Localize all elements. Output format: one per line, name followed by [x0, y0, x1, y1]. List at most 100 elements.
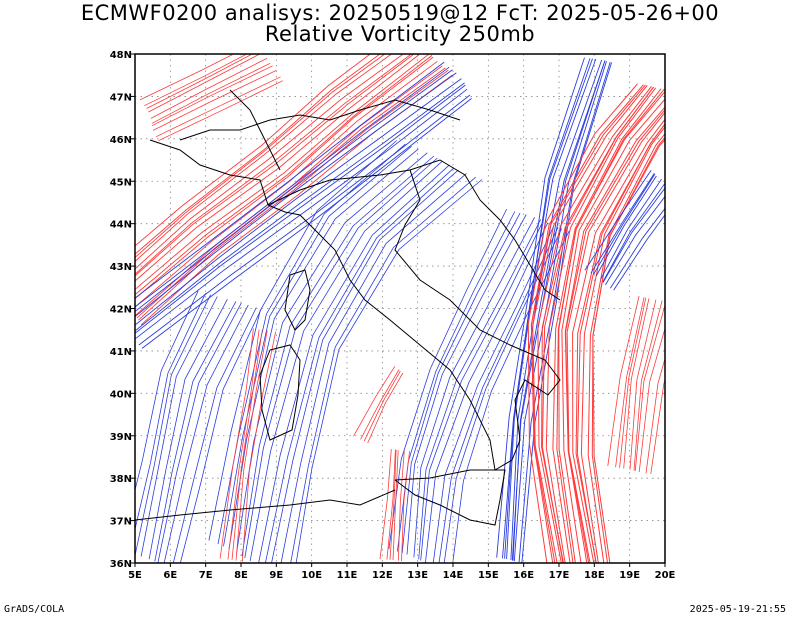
negative-vorticity-contour [223, 145, 412, 547]
lon-tick-label: 11E [337, 570, 358, 581]
negative-vorticity-contour [140, 296, 218, 557]
positive-vorticity-contour [619, 297, 647, 468]
lat-tick-label: 41N [110, 347, 132, 358]
positive-vorticity-contour [530, 84, 644, 563]
positive-vorticity-contour [367, 372, 404, 444]
positive-vorticity-contour [139, 54, 235, 101]
lat-tick-label: 39N [110, 432, 132, 443]
lat-tick-label: 46N [110, 135, 132, 146]
software-credit: GrADS/COLA [4, 604, 65, 615]
coastline-path [284, 269, 311, 331]
negative-vorticity-contour [513, 61, 607, 562]
negative-vorticity-contour [452, 230, 570, 563]
positive-vorticity-contour [392, 450, 399, 561]
positive-vorticity-contour [645, 357, 665, 474]
negative-vorticity-contour [602, 182, 665, 282]
positive-vorticity-contour [532, 84, 648, 563]
negative-vorticity-contour [163, 304, 249, 563]
negative-vorticity-contour [584, 169, 652, 271]
negative-vorticity-contour [271, 169, 459, 563]
lon-tick-label: 14E [443, 570, 464, 581]
positive-vorticity-contour [138, 69, 449, 321]
positive-vorticity-contour [135, 54, 381, 255]
negative-vorticity-contour [605, 195, 665, 286]
negative-vorticity-contour [613, 214, 665, 291]
negative-vorticity-contour [264, 167, 455, 563]
negative-vorticity-contour [135, 294, 211, 555]
lat-tick-label: 43N [110, 262, 132, 273]
negative-vorticity-contour [401, 212, 521, 553]
negative-vorticity-contour [413, 217, 535, 558]
longitude-axis: 5E 6E 7E 8E 9E 10E 11E 12E 13E 14E 15E 16E 17E 18E 19E… [128, 563, 676, 581]
vorticity-contours [135, 54, 665, 563]
positive-vorticity-contour [638, 326, 665, 473]
negative-vorticity-contour [602, 187, 665, 283]
positive-vorticity-contour [545, 87, 657, 563]
positive-vorticity-contour [623, 298, 650, 469]
positive-vorticity-contour [634, 303, 665, 472]
coastline-path [409, 159, 561, 301]
positive-vorticity-contour [566, 111, 665, 563]
lon-tick-label: 9E [269, 570, 283, 581]
lat-tick-label: 37N [110, 517, 132, 528]
negative-vorticity-contour [135, 82, 465, 332]
lat-lon-grid [135, 54, 665, 563]
coastline-path [259, 344, 301, 441]
coastline-path [149, 139, 269, 206]
negative-vorticity-contour [388, 208, 508, 550]
negative-vorticity-contour [425, 222, 549, 563]
lon-tick-label: 18E [584, 570, 605, 581]
lon-tick-label: 7E [199, 570, 213, 581]
positive-vorticity-contour [135, 55, 433, 296]
negative-vorticity-contour [590, 172, 655, 274]
negative-vorticity-contour [135, 66, 450, 308]
lat-tick-label: 44N [110, 220, 132, 231]
lat-tick-label: 47N [110, 92, 132, 103]
negative-vorticity-contour [135, 69, 453, 313]
negative-vorticity-contour [280, 173, 467, 563]
positive-vorticity-contour [231, 329, 263, 560]
negative-vorticity-contour [135, 88, 468, 340]
positive-vorticity-contour [235, 330, 268, 561]
lon-tick-label: 8E [234, 570, 248, 581]
positive-vorticity-contour [360, 369, 400, 440]
negative-vorticity-contour [510, 59, 603, 560]
positive-vorticity-contour [152, 70, 277, 131]
positive-vorticity-contour [136, 67, 446, 319]
positive-vorticity-contour [580, 126, 665, 563]
coastline-borders [135, 89, 561, 526]
positive-vorticity-contour [140, 74, 453, 326]
negative-vorticity-contour [172, 307, 257, 563]
positive-vorticity-contour [353, 366, 396, 437]
lon-tick-label: 16E [513, 570, 534, 581]
positive-vorticity-contour [564, 106, 665, 563]
positive-vorticity-contour [135, 54, 405, 270]
positive-vorticity-contour [155, 76, 281, 138]
positive-vorticity-contour [561, 98, 665, 563]
positive-vorticity-contour [363, 370, 401, 442]
negative-vorticity-contour [595, 175, 657, 277]
positive-vorticity-contour [541, 86, 654, 563]
positive-vorticity-contour [241, 331, 277, 562]
positive-vorticity-contour [135, 54, 393, 263]
latitude-axis: 36N 37N 38N 39N 40N 41N 42N 43N 44N 45N 46N 47N 48N [110, 50, 135, 570]
lat-tick-label: 48N [110, 50, 132, 61]
positive-vorticity-contour [150, 58, 267, 119]
negative-vorticity-contour [406, 214, 527, 555]
positive-vorticity-contour [135, 56, 434, 300]
lat-tick-label: 42N [110, 305, 132, 316]
positive-vorticity-contour [135, 54, 386, 259]
positive-vorticity-contour [401, 450, 410, 562]
positive-vorticity-contour [572, 118, 665, 563]
positive-vorticity-contour [151, 62, 271, 124]
negative-vorticity-contour [135, 72, 457, 318]
positive-vorticity-contour [144, 54, 248, 107]
negative-vorticity-contour [138, 94, 471, 346]
lon-tick-label: 10E [301, 570, 322, 581]
negative-vorticity-contour [241, 155, 435, 557]
lon-tick-label: 5E [128, 570, 142, 581]
positive-vorticity-contour [219, 328, 254, 559]
coastline-path [229, 89, 281, 171]
positive-vorticity-contour [527, 83, 638, 563]
negative-vorticity-contour [148, 299, 228, 560]
